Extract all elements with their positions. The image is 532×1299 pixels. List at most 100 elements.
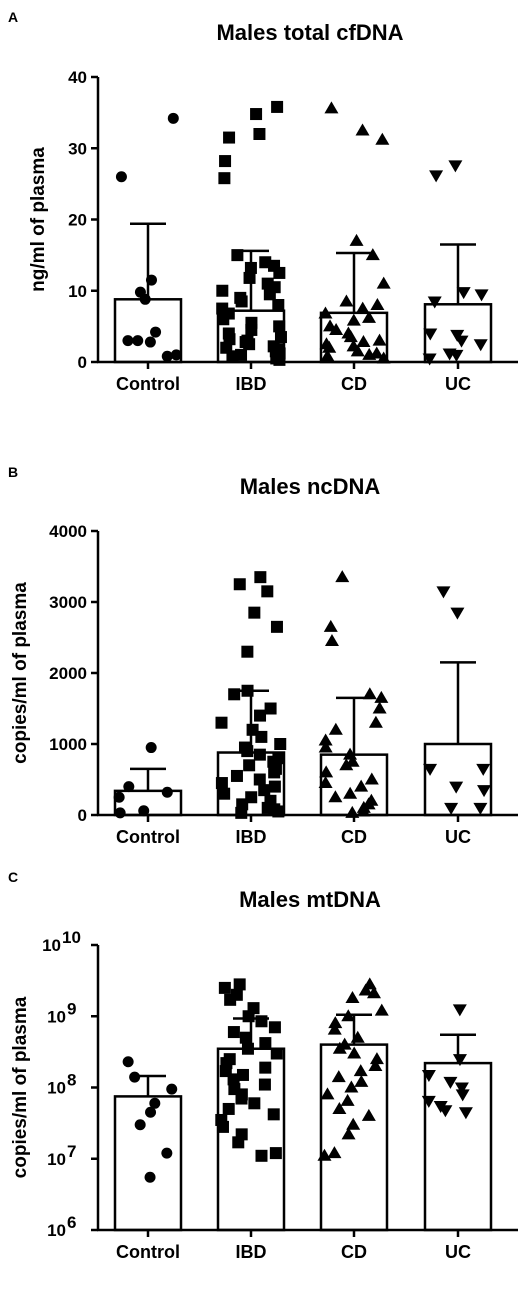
data-point [452, 1054, 467, 1067]
data-point [319, 765, 334, 778]
data-point [350, 1030, 365, 1043]
y-tick-label: 0 [78, 806, 87, 825]
data-point [458, 1107, 473, 1120]
data-point [243, 338, 256, 351]
data-point [241, 684, 254, 697]
data-point [268, 780, 281, 793]
data-point [318, 306, 333, 319]
chart-title: Males total cfDNA [216, 20, 403, 45]
data-point [454, 335, 469, 348]
data-point [355, 301, 370, 314]
data-point [353, 1064, 368, 1077]
data-point [222, 1102, 235, 1115]
data-point [340, 1093, 355, 1106]
data-point [122, 1056, 134, 1068]
data-point [473, 339, 488, 352]
data-point [246, 723, 259, 736]
data-point [253, 128, 266, 140]
data-point [254, 571, 267, 584]
data-point [230, 769, 243, 782]
data-point [318, 776, 333, 789]
panel-letter: A [8, 9, 18, 25]
data-point [218, 787, 231, 800]
x-tick-label: UC [445, 827, 471, 847]
x-tick-label: UC [445, 374, 471, 394]
data-point [114, 807, 126, 819]
data-point [235, 1092, 248, 1105]
data-point [327, 1146, 342, 1159]
data-point [339, 294, 354, 307]
data-point [366, 986, 381, 999]
bar-uc [423, 1061, 493, 1232]
data-point [323, 619, 338, 632]
chart-title: Males ncDNA [240, 474, 381, 499]
y-tick-label: 20 [68, 211, 87, 230]
data-point [248, 1097, 261, 1110]
data-point [456, 287, 471, 300]
data-point [332, 1101, 347, 1114]
x-tick-label: UC [445, 1242, 471, 1262]
data-point [236, 1068, 249, 1081]
data-point [356, 335, 371, 348]
data-point [258, 1078, 271, 1091]
y-tick-label: 40 [68, 68, 87, 87]
data-point [264, 702, 277, 715]
data-point [335, 570, 350, 583]
chart-panel-a: A Males total cfDNA ng/ml of plasma 0 10 20 30… [8, 9, 518, 394]
data-point [258, 784, 271, 797]
data-point [233, 978, 246, 991]
data-point [372, 701, 387, 714]
data-point [217, 313, 230, 326]
data-point [123, 781, 135, 793]
data-point [345, 805, 360, 818]
x-tick-label: Control [116, 1242, 180, 1262]
y-tick-label: 2000 [49, 664, 87, 683]
data-point [328, 1016, 343, 1029]
data-point [273, 320, 286, 333]
y-tick-label: 10 [47, 1150, 66, 1169]
y-axis-label: copies/ml of plasma [10, 582, 31, 764]
data-point [271, 100, 284, 113]
data-point [317, 1148, 332, 1161]
data-point [232, 1136, 245, 1149]
data-point [346, 313, 361, 326]
data-point [139, 293, 151, 305]
data-point [231, 249, 244, 262]
data-point [320, 1087, 335, 1100]
data-point [145, 1106, 157, 1118]
data-point [374, 690, 389, 703]
data-point [223, 131, 236, 144]
data-point [343, 330, 358, 343]
data-point [477, 785, 492, 798]
x-tick-label: CD [341, 374, 367, 394]
data-point [450, 607, 465, 620]
data-point [376, 276, 391, 289]
data-point [250, 108, 263, 121]
data-point [254, 709, 267, 722]
data-point [244, 261, 257, 274]
data-point [224, 993, 237, 1006]
data-point [448, 160, 463, 173]
data-point [354, 1074, 369, 1087]
x-tick-label: IBD [236, 1242, 267, 1262]
panel-letter: C [8, 869, 18, 885]
data-point [270, 1047, 283, 1060]
data-point [255, 1015, 268, 1028]
data-point [443, 1076, 458, 1089]
data-point [233, 578, 246, 591]
data-point [438, 1105, 453, 1118]
data-point [421, 1069, 436, 1082]
data-point [376, 351, 391, 364]
data-point [161, 1147, 173, 1159]
data-point [327, 1022, 342, 1035]
y-tick-label: 10 [47, 1007, 66, 1026]
data-point [347, 1046, 362, 1059]
data-point [362, 687, 377, 700]
data-point [421, 1095, 436, 1108]
data-point [216, 1120, 229, 1133]
data-point [113, 791, 125, 803]
y-tick-label-exponent: 9 [67, 999, 76, 1018]
data-point [255, 1149, 268, 1162]
data-point [329, 322, 344, 335]
